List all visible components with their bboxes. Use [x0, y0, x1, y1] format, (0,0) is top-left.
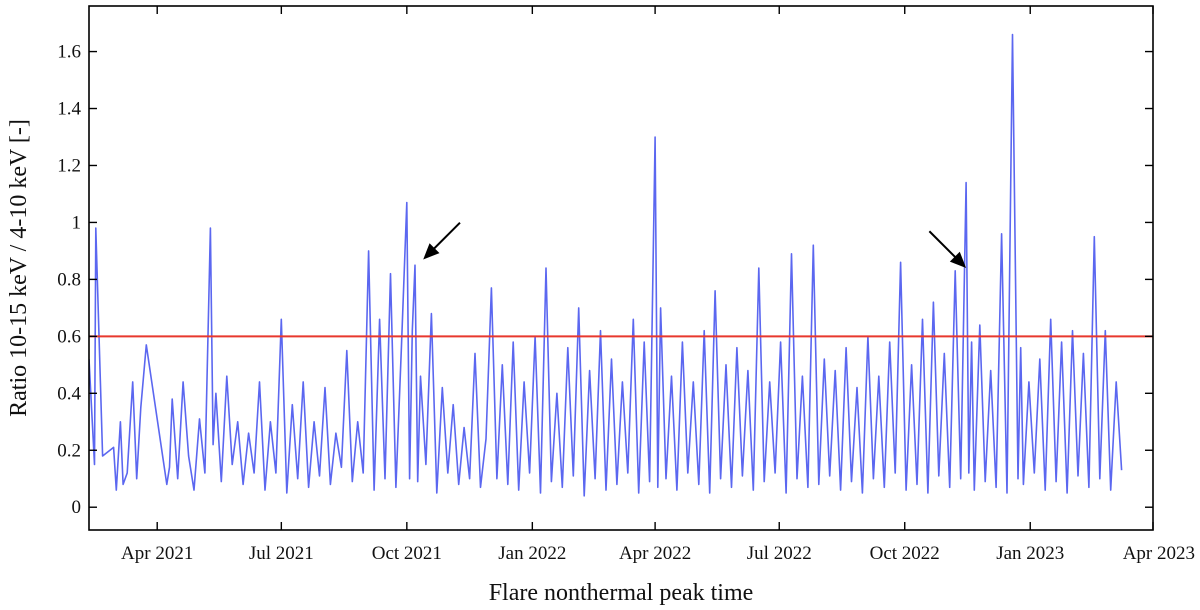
y-axis: 0 0.2 0.4 0.6 0.8 1 1.2 1.4 1.6 — [57, 42, 1153, 518]
y-tick-label: 1.4 — [57, 99, 81, 120]
x-tick-label: Jul 2022 — [747, 543, 812, 564]
x-tick-label: Apr 2022 — [619, 543, 691, 564]
y-tick-label: 1 — [72, 212, 82, 233]
x-tick-label: Oct 2022 — [870, 543, 940, 564]
series-layer — [89, 33, 1123, 497]
series-line — [89, 33, 1123, 497]
y-tick-label: 0.6 — [57, 326, 81, 347]
arrow-head — [423, 243, 440, 260]
y-tick-label: 0.2 — [57, 440, 81, 461]
x-tick-label: Oct 2021 — [372, 543, 442, 564]
x-tick-label: Apr 2021 — [121, 543, 193, 564]
annotation-arrow — [423, 221, 461, 260]
x-tick-label: Jan 2022 — [498, 543, 566, 564]
annotation-arrow — [928, 230, 967, 268]
y-tick-label: 0.4 — [57, 383, 81, 404]
y-tick-label: 0 — [72, 497, 82, 518]
y-tick-label: 1.6 — [57, 42, 81, 63]
plot-background — [89, 6, 1153, 530]
plot-frame — [88, 5, 1154, 531]
x-tick-label: Jan 2023 — [996, 543, 1064, 564]
x-axis-title: Flare nonthermal peak time — [489, 580, 754, 606]
x-tick-label: Apr 2023 — [1123, 543, 1195, 564]
y-tick-label: 0.8 — [57, 269, 81, 290]
x-axis: Apr 2021 Jul 2021 Oct 2021 Jan 2022 Apr 2022… — [121, 6, 1195, 564]
x-tick-label: Jul 2021 — [249, 543, 314, 564]
y-tick-label: 1.2 — [57, 155, 81, 176]
arrow-shaft — [429, 221, 461, 254]
y-axis-title: Ratio 10-15 keV / 4-10 keV [-] — [6, 119, 32, 417]
arrow-head — [949, 251, 967, 268]
arrow-shaft — [928, 230, 960, 262]
annotation-layer — [423, 221, 967, 268]
